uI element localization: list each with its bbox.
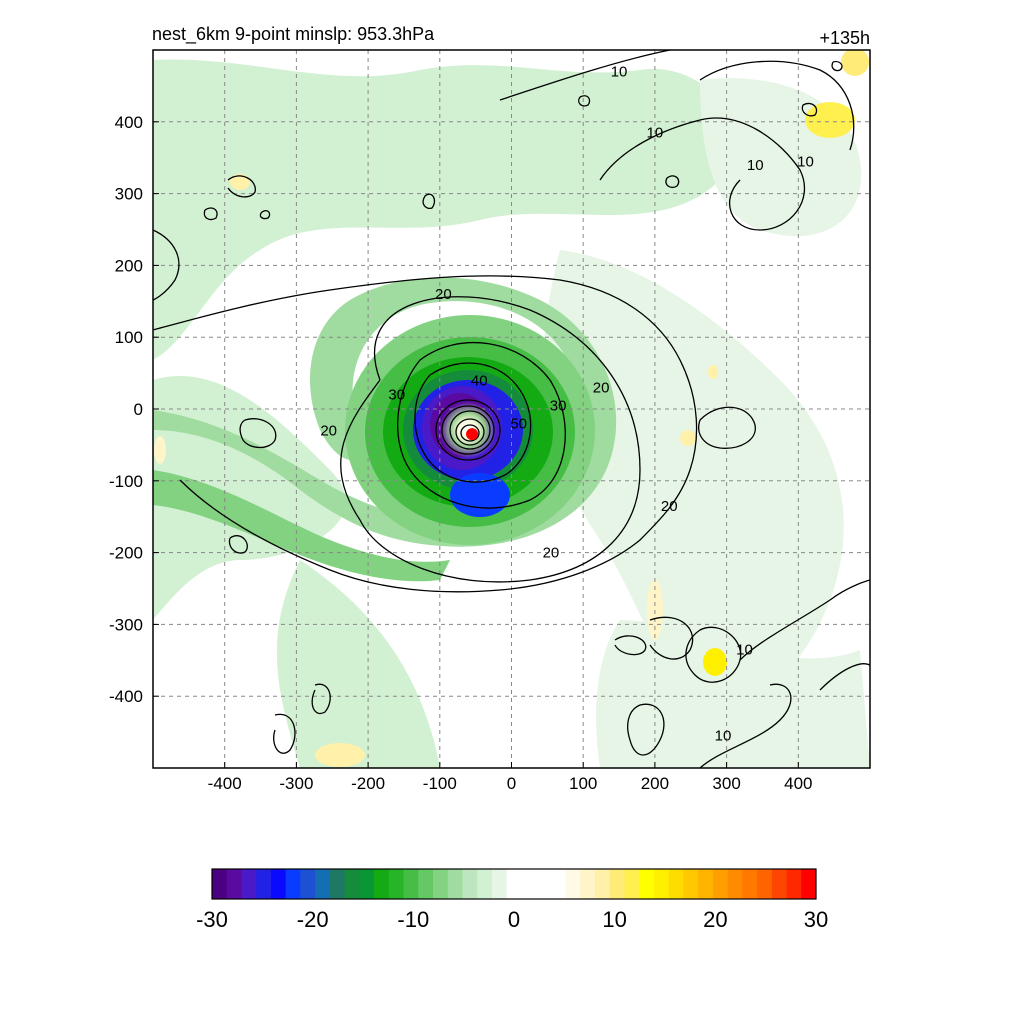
time-label: +135h [819, 28, 870, 48]
storm-center-marker [466, 428, 479, 441]
contour-label: 20 [320, 423, 337, 440]
colorbar-swatch [550, 869, 567, 899]
colorbar-ticks: -30 -20 -10 0 10 20 30 [196, 907, 828, 932]
x-tick-label: -200 [351, 774, 385, 793]
colorbar-swatch [491, 869, 508, 899]
contour-label: 20 [543, 545, 560, 562]
x-tick-label: -300 [279, 774, 313, 793]
colorbar-swatch [683, 869, 699, 899]
contour-label: 20 [593, 379, 610, 396]
colorbar-swatch [359, 869, 375, 899]
colorbar-tick-label: 0 [508, 907, 520, 932]
x-tick-label: 200 [641, 774, 669, 793]
contour-label: 30 [550, 397, 567, 414]
colorbar-tick-label: 30 [804, 907, 828, 932]
colorbar-tick-label: -30 [196, 907, 228, 932]
colorbar-swatch [801, 869, 817, 899]
contour-label: 50 [510, 415, 527, 432]
colorbar-swatch [668, 869, 684, 899]
colorbar-swatch [742, 869, 758, 899]
y-tick-label: -300 [109, 615, 143, 634]
x-tick-label: 100 [569, 774, 597, 793]
x-tick-label: -100 [423, 774, 457, 793]
contour-label: 10 [747, 157, 764, 174]
contour-lines [153, 50, 870, 768]
contour-label: 10 [647, 125, 664, 142]
y-axis: 400 300 200 100 0 -100 -200 -300 -400 [109, 113, 159, 706]
x-axis: -400 -300 -200 -100 0 100 200 300 400 [208, 762, 812, 793]
contour-label: 20 [435, 286, 452, 303]
colorbar-swatch [580, 869, 596, 899]
y-tick-label: 100 [115, 328, 143, 347]
colorbar-swatch [447, 869, 463, 899]
y-tick-label: 400 [115, 113, 143, 132]
x-tick-label: 0 [507, 774, 516, 793]
colorbar-swatch [609, 869, 625, 899]
contour-label: 40 [471, 372, 488, 389]
colorbar-swatch [388, 869, 405, 899]
colorbar-swatch [727, 869, 743, 899]
colorbar-swatch [712, 869, 729, 899]
contour-label: 10 [797, 153, 814, 170]
colorbar-swatch [462, 869, 478, 899]
colorbar-swatch [300, 869, 316, 899]
y-tick-label: -200 [109, 544, 143, 563]
colorbar-swatch [256, 869, 272, 899]
colorbar-tick-label: -20 [297, 907, 329, 932]
colorbar-swatch [771, 869, 788, 899]
y-tick-label: -100 [109, 472, 143, 491]
colorbar-swatch [212, 869, 228, 899]
colorbar-swatch [757, 869, 773, 899]
colorbar-swatch [624, 869, 640, 899]
colorbar-swatch [285, 869, 301, 899]
contour-label: 10 [715, 728, 732, 745]
colorbar-frame [211, 868, 817, 900]
colorbar-swatch [653, 869, 670, 899]
colorbar-swatch [329, 869, 346, 899]
colorbar-swatch [477, 869, 493, 899]
colorbar-swatch [536, 869, 552, 899]
y-tick-label: 300 [115, 185, 143, 204]
colorbar [211, 868, 817, 900]
colorbar-swatch [315, 869, 331, 899]
colorbar-swatch [698, 869, 714, 899]
colorbar-swatch [595, 869, 611, 899]
y-tick-label: 0 [134, 400, 143, 419]
colorbar-tick-label: 10 [602, 907, 626, 932]
y-tick-label: -400 [109, 687, 143, 706]
colorbar-tick-label: 20 [703, 907, 727, 932]
colorbar-swatch [506, 869, 522, 899]
colorbar-swatch [639, 869, 655, 899]
colorbar-swatch [403, 869, 419, 899]
colorbar-swatch [270, 869, 287, 899]
contour-label: 10 [736, 642, 753, 659]
chart-title: nest_6km 9-point minslp: 953.3hPa [152, 24, 435, 45]
contour-label-layer: 10 10 10 10 20 20 20 20 20 30 30 40 50 10 10 [320, 64, 814, 745]
colorbar-swatch [418, 869, 434, 899]
colorbar-swatch [521, 869, 537, 899]
colorbar-swatch [432, 869, 449, 899]
x-tick-label: -400 [208, 774, 242, 793]
colorbar-swatch [565, 869, 581, 899]
colorbar-swatch [241, 869, 257, 899]
colorbar-swatch [786, 869, 802, 899]
contour-label: 10 [611, 64, 628, 81]
colorbar-swatch [374, 869, 390, 899]
colorbar-tick-label: -10 [397, 907, 429, 932]
colorbar-swatch [226, 869, 242, 899]
colorbar-swatch [344, 869, 360, 899]
y-tick-label: 200 [115, 256, 143, 275]
contour-label: 30 [388, 387, 405, 404]
x-tick-label: 400 [784, 774, 812, 793]
contour-label: 20 [661, 498, 678, 515]
x-tick-label: 300 [712, 774, 740, 793]
